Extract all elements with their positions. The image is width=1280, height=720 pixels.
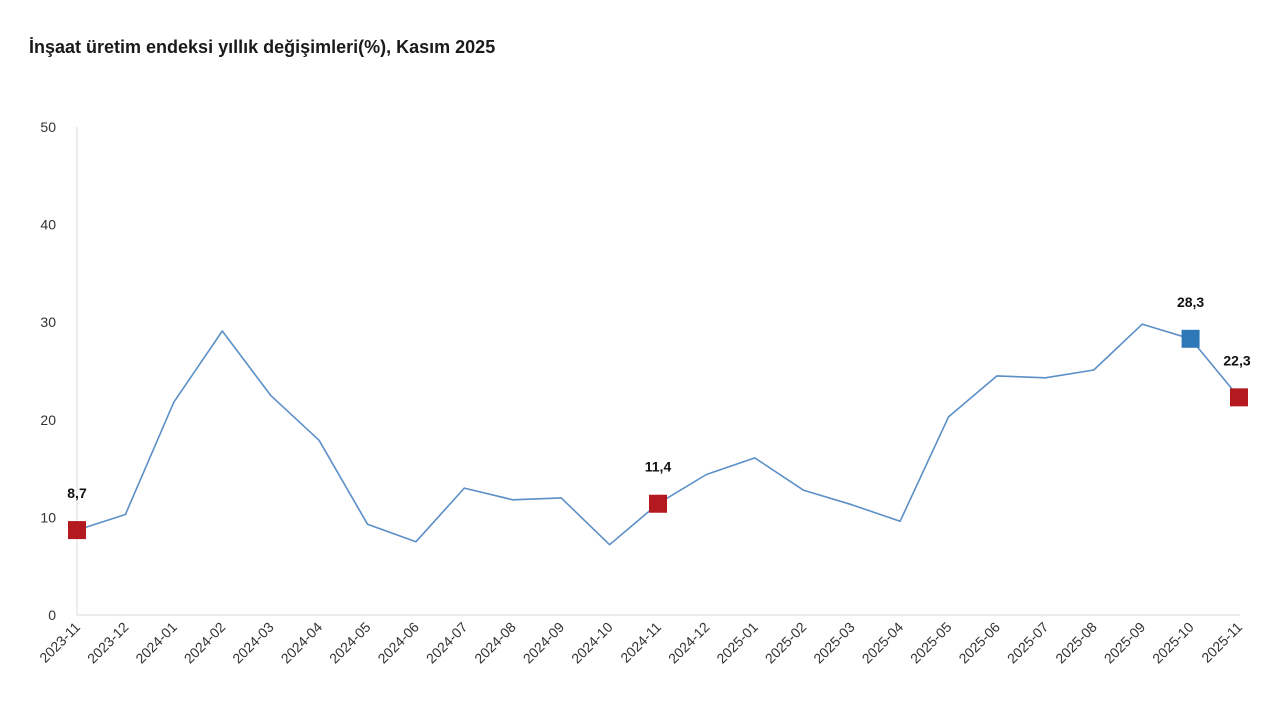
y-tick-label: 10 xyxy=(40,509,56,525)
x-tick-label: 2025-05 xyxy=(907,619,955,667)
y-tick-label: 50 xyxy=(40,119,56,135)
highlight-markers: 8,7 11,4 28,3 22,3 xyxy=(67,294,1251,540)
x-tick-label: 2024-02 xyxy=(181,619,229,667)
x-tick-label: 2025-11 xyxy=(1198,619,1245,666)
y-tick-label: 0 xyxy=(48,607,56,623)
x-tick-label: 2025-08 xyxy=(1052,619,1100,667)
y-tick-label: 30 xyxy=(40,314,56,330)
x-tick-label: 2025-03 xyxy=(810,619,858,667)
x-tick-label: 2024-09 xyxy=(520,619,568,667)
data-point-marker xyxy=(1181,329,1200,348)
x-tick-label: 2023-12 xyxy=(84,619,132,667)
data-label: 8,7 xyxy=(67,485,87,501)
chart-title: İnşaat üretim endeksi yıllık değişimleri… xyxy=(29,37,496,57)
x-tick-label: 2025-01 xyxy=(713,619,761,667)
data-label: 28,3 xyxy=(1177,294,1204,310)
data-point-marker xyxy=(1230,388,1248,407)
x-tick-label: 2024-05 xyxy=(326,619,374,667)
x-tick-label: 2025-04 xyxy=(859,619,907,667)
x-tick-label: 2024-07 xyxy=(423,619,471,667)
x-tick-label: 2025-07 xyxy=(1004,619,1052,667)
x-tick-label: 2025-06 xyxy=(955,619,1003,667)
x-tick-label: 2025-09 xyxy=(1101,619,1149,667)
x-tick-label: 2024-03 xyxy=(229,619,277,667)
x-tick-label: 2024-08 xyxy=(471,619,519,667)
data-label: 22,3 xyxy=(1223,352,1250,368)
y-axis-ticks: 0 10 20 30 40 50 xyxy=(40,119,56,623)
x-tick-label: 2024-01 xyxy=(132,619,180,667)
x-tick-label: 2025-10 xyxy=(1149,619,1197,667)
y-tick-label: 20 xyxy=(40,412,56,428)
x-tick-label: 2024-12 xyxy=(665,619,713,667)
x-axis-ticks: 2023-11 2023-12 2024-01 2024-02 2024-03 2024-… xyxy=(36,619,1245,667)
x-tick-label: 2024-10 xyxy=(568,619,616,667)
x-tick-label: 2025-02 xyxy=(762,619,810,667)
x-tick-label: 2024-06 xyxy=(374,619,422,667)
x-tick-label: 2023-11 xyxy=(36,619,83,666)
y-tick-label: 40 xyxy=(40,217,56,233)
x-tick-label: 2024-04 xyxy=(278,619,326,667)
x-tick-label: 2024-11 xyxy=(617,619,664,666)
data-label: 11,4 xyxy=(645,459,672,475)
data-point-marker xyxy=(649,494,667,513)
data-point-marker xyxy=(68,521,86,540)
